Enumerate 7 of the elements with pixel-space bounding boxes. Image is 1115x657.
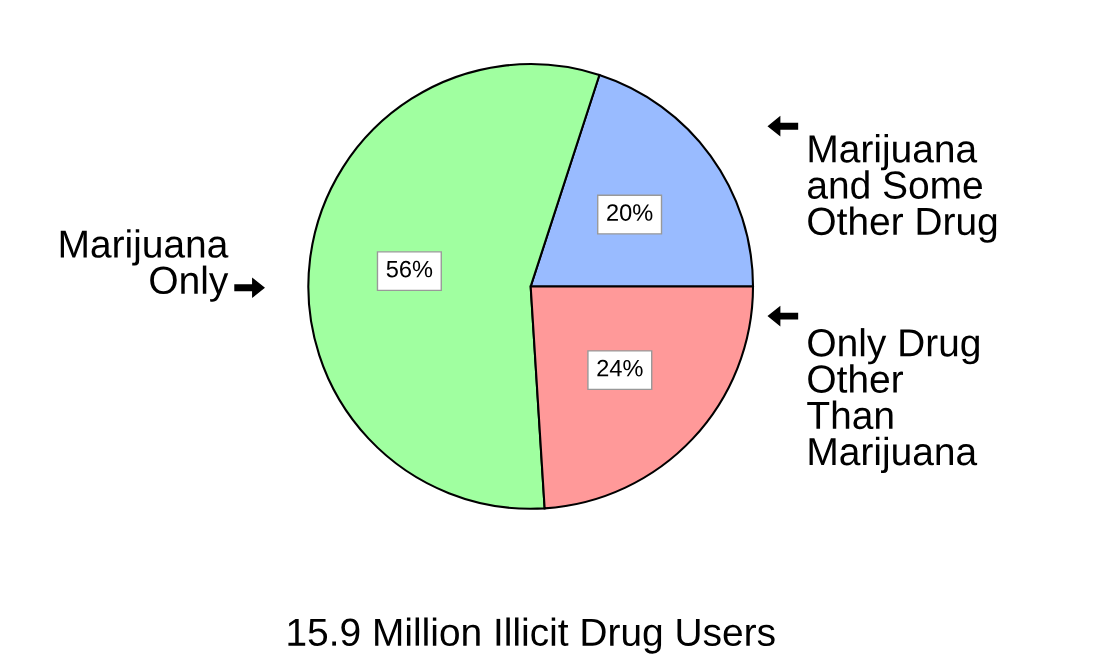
slice-label: Marijuana and Some Other Drug	[808, 134, 997, 243]
data-label: 24%	[597, 359, 643, 377]
slice-label: Only Drug Other Than Marijuana	[807, 328, 979, 474]
data-label: 56%	[386, 260, 433, 278]
slice-label: Marijuana Only	[60, 229, 229, 302]
text: 15.9 Million Illicit Drug Users	[288, 617, 775, 654]
data-label: 20%	[607, 204, 653, 221]
